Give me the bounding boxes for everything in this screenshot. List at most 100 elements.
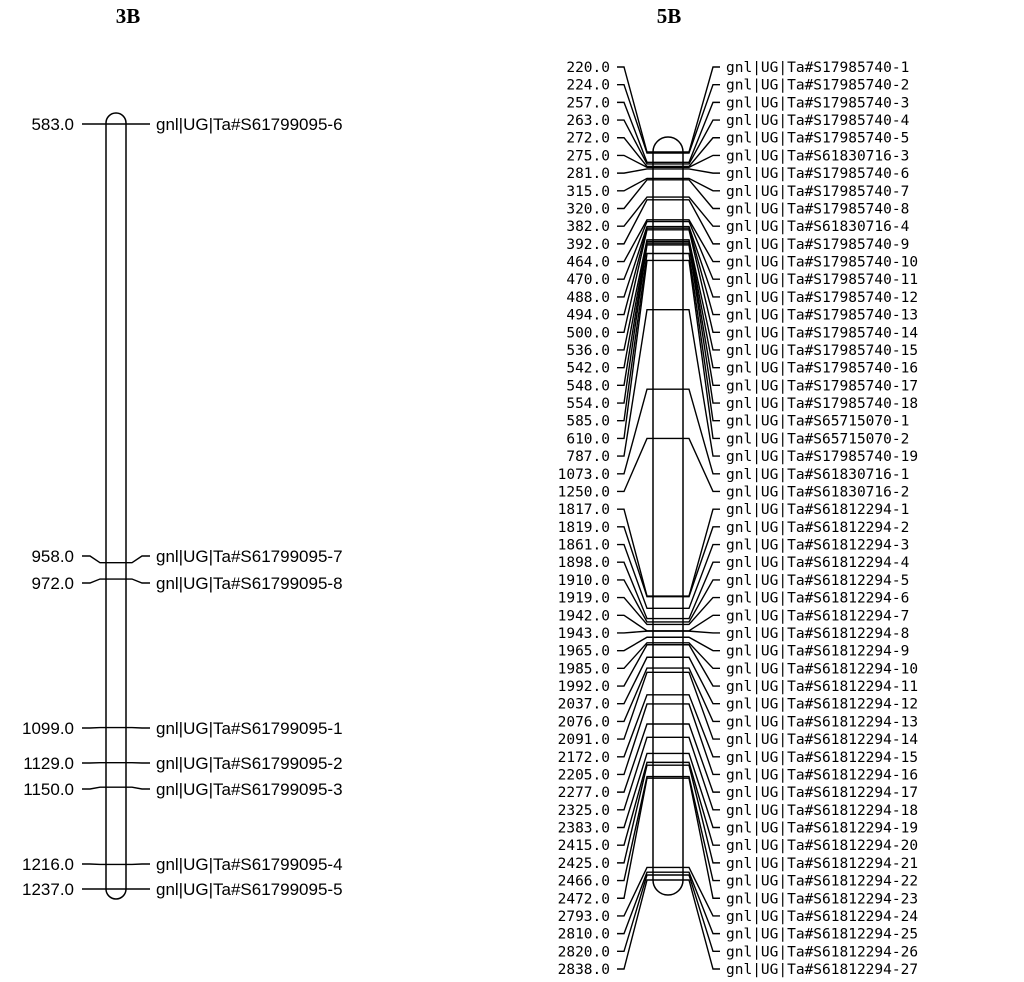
marker-position-label: 500.0 xyxy=(566,325,610,341)
position-connector xyxy=(617,764,653,864)
marker-name-label: gnl|UG|Ta#S17985740-8 xyxy=(726,201,909,217)
position-connector xyxy=(617,137,653,168)
marker-name-label: gnl|UG|Ta#S61812294-6 xyxy=(726,591,909,607)
marker-position-label: 585.0 xyxy=(566,414,610,430)
marker-connector xyxy=(126,555,150,564)
position-connector xyxy=(617,229,653,333)
marker-name-label: gnl|UG|Ta#S65715070-2 xyxy=(726,431,909,447)
marker-name-label: gnl|UG|Ta#S61830716-4 xyxy=(726,219,910,235)
marker-connector xyxy=(683,671,720,740)
marker-connector xyxy=(683,229,720,333)
marker-connector xyxy=(683,154,720,168)
marker-connector xyxy=(683,66,720,153)
marker-connector xyxy=(683,596,720,626)
position-connector xyxy=(617,179,653,210)
position-connector xyxy=(617,242,653,387)
marker-position-label: 1910.0 xyxy=(558,573,610,589)
position-connector xyxy=(617,526,653,598)
marker-connector xyxy=(683,761,720,846)
marker-connector xyxy=(683,437,720,493)
marker-position-label: 1250.0 xyxy=(558,484,610,500)
marker-connector xyxy=(683,879,720,970)
marker-name-label: gnl|UG|Ta#S61812294-12 xyxy=(726,697,918,713)
marker-name-label: gnl|UG|Ta#S17985740-16 xyxy=(726,361,918,377)
position-connector xyxy=(617,177,653,192)
marker-name-label: gnl|UG|Ta#S17985740-17 xyxy=(726,378,918,394)
marker-position-label: 2383.0 xyxy=(558,821,610,837)
marker-connector xyxy=(126,578,150,584)
marker-name-label: gnl|UG|Ta#S61812294-1 xyxy=(726,502,909,518)
position-connector xyxy=(617,667,653,723)
marker-connector xyxy=(683,259,720,440)
marker-name-label: gnl|UG|Ta#S61812294-19 xyxy=(726,821,918,837)
marker-position-label: 1985.0 xyxy=(558,661,610,677)
marker-name-label: gnl|UG|Ta#S61812294-10 xyxy=(726,661,918,677)
marker-name-label: gnl|UG|Ta#S17985740-7 xyxy=(726,184,909,200)
marker-position-label: 1099.0 xyxy=(22,719,74,738)
marker-connector xyxy=(683,137,720,168)
marker-connector xyxy=(683,874,720,953)
position-connector xyxy=(617,703,653,776)
marker-name-label: gnl|UG|Ta#S17985740-2 xyxy=(726,78,909,94)
position-connector xyxy=(617,219,653,263)
position-connector xyxy=(617,119,653,165)
chromosome-5b-body xyxy=(652,136,684,896)
position-connector xyxy=(617,777,653,899)
marker-position-label: 1942.0 xyxy=(558,608,610,624)
position-connector xyxy=(82,578,106,584)
marker-connector xyxy=(683,227,720,316)
marker-name-label: gnl|UG|Ta#S61812294-23 xyxy=(726,891,918,907)
position-connector xyxy=(617,225,653,298)
marker-position-label: 1073.0 xyxy=(558,467,610,483)
marker-connector xyxy=(683,388,720,475)
marker-position-label: 263.0 xyxy=(566,113,610,129)
position-connector xyxy=(617,83,653,154)
marker-position-label: 1237.0 xyxy=(22,880,74,899)
marker-name-label: gnl|UG|Ta#S61812294-26 xyxy=(726,944,918,960)
marker-position-label: 2325.0 xyxy=(558,803,610,819)
position-connector xyxy=(617,239,653,351)
marker-position-label: 272.0 xyxy=(566,131,610,147)
marker-connector xyxy=(683,752,720,829)
position-connector xyxy=(617,614,653,632)
marker-position-label: 464.0 xyxy=(566,255,610,271)
marker-position-label: 542.0 xyxy=(566,361,610,377)
position-connector xyxy=(82,555,106,564)
marker-name-label: gnl|UG|Ta#S61812294-21 xyxy=(726,856,918,872)
marker-position-label: 2076.0 xyxy=(558,714,610,730)
marker-position-label: 2838.0 xyxy=(558,962,610,978)
marker-connector xyxy=(683,636,720,652)
marker-connector xyxy=(683,642,720,670)
marker-name-label: gnl|UG|Ta#S17985740-6 xyxy=(726,166,909,182)
marker-position-label: 548.0 xyxy=(566,378,610,394)
position-connector xyxy=(617,168,653,174)
marker-position-label: 1898.0 xyxy=(558,555,610,571)
marker-connector xyxy=(683,508,720,597)
marker-name-label: gnl|UG|Ta#S17985740-10 xyxy=(726,255,918,271)
marker-connector xyxy=(683,199,720,245)
marker-name-label: gnl|UG|Ta#S61799095-7 xyxy=(156,547,343,566)
marker-name-label: gnl|UG|Ta#S61812294-7 xyxy=(726,608,909,624)
marker-position-label: 583.0 xyxy=(31,115,74,134)
marker-position-label: 275.0 xyxy=(566,148,610,164)
marker-name-label: gnl|UG|Ta#S17985740-11 xyxy=(726,272,918,288)
marker-connector xyxy=(683,871,720,935)
marker-position-label: 392.0 xyxy=(566,237,610,253)
marker-position-label: 2466.0 xyxy=(558,874,610,890)
marker-position-label: 2793.0 xyxy=(558,909,610,925)
marker-position-label: 2472.0 xyxy=(558,891,610,907)
marker-connector xyxy=(683,614,720,632)
marker-name-label: gnl|UG|Ta#S61812294-5 xyxy=(726,573,909,589)
position-connector xyxy=(617,227,653,316)
marker-connector xyxy=(683,196,720,227)
marker-position-label: 1943.0 xyxy=(558,626,610,642)
position-connector xyxy=(617,871,653,935)
marker-name-label: gnl|UG|Ta#S17985740-15 xyxy=(726,343,918,359)
position-connector xyxy=(617,866,653,917)
position-connector xyxy=(617,636,653,652)
marker-name-label: gnl|UG|Ta#S17985740-18 xyxy=(726,396,918,412)
chromosome-3b-map: 583.0 gnl|UG|Ta#S61799095-6 958.0 gnl|UG|Ta… xyxy=(22,112,343,900)
position-connector xyxy=(617,630,653,634)
marker-connector xyxy=(683,242,720,387)
marker-position-label: 470.0 xyxy=(566,272,610,288)
